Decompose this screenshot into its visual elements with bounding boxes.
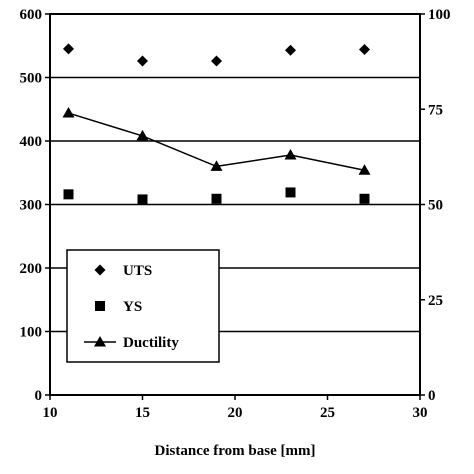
legend-marker	[94, 264, 106, 276]
series-uts	[63, 43, 370, 67]
y-right-tick-label: 50	[428, 198, 443, 214]
data-point	[210, 160, 223, 171]
data-point	[211, 55, 222, 67]
y-left-tick-label: 200	[20, 261, 43, 277]
legend-marker	[94, 336, 106, 347]
data-point	[358, 164, 371, 175]
data-point	[285, 187, 296, 198]
x-tick-label: 25	[320, 405, 335, 421]
data-point	[62, 107, 75, 118]
legend-entry: UTS	[94, 263, 152, 279]
legend-marker	[95, 301, 105, 311]
x-axis-title: Distance from base [mm]	[155, 443, 316, 459]
series-ductility	[62, 107, 371, 175]
data-point	[284, 148, 297, 160]
y-left-tick-label: 100	[20, 325, 43, 341]
series-ys	[63, 187, 370, 205]
data-point	[359, 193, 370, 204]
data-point	[359, 44, 370, 56]
legend-label: Ductility	[123, 335, 179, 351]
data-point	[136, 129, 149, 141]
y-right-tick-label: 25	[428, 293, 443, 309]
data-point	[137, 194, 148, 205]
data-series	[62, 43, 371, 205]
y-left-tick-label: 600	[20, 7, 43, 23]
axes: 0 100 200 300 400 500 600 0 25 50 75 100 10 15 20 25 30	[20, 7, 451, 421]
x-tick-label: 10	[43, 405, 58, 421]
legend-box	[66, 249, 220, 363]
legend-label: YS	[123, 299, 142, 315]
legend: UTS YS Ductility	[66, 249, 220, 363]
y-left-tick-label: 300	[20, 198, 43, 214]
legend-entry: YS	[95, 299, 142, 315]
x-tick-label: 20	[228, 405, 243, 421]
y-right-tick-label: 100	[428, 7, 451, 23]
y-left-tick-label: 400	[20, 134, 43, 150]
y-left-tick-label: 500	[20, 71, 43, 87]
x-tick-label: 30	[413, 405, 428, 421]
data-point	[137, 55, 148, 67]
data-point	[285, 44, 296, 56]
y-left-tick-label: 0	[35, 388, 43, 404]
data-point	[63, 43, 74, 55]
data-point	[63, 189, 74, 200]
legend-label: UTS	[123, 263, 152, 279]
y-right-tick-label: 75	[428, 102, 443, 118]
legend-entry: Ductility	[84, 335, 179, 351]
y-right-tick-label: 0	[428, 388, 436, 404]
data-point	[211, 193, 222, 204]
x-tick-label: 15	[135, 405, 150, 421]
